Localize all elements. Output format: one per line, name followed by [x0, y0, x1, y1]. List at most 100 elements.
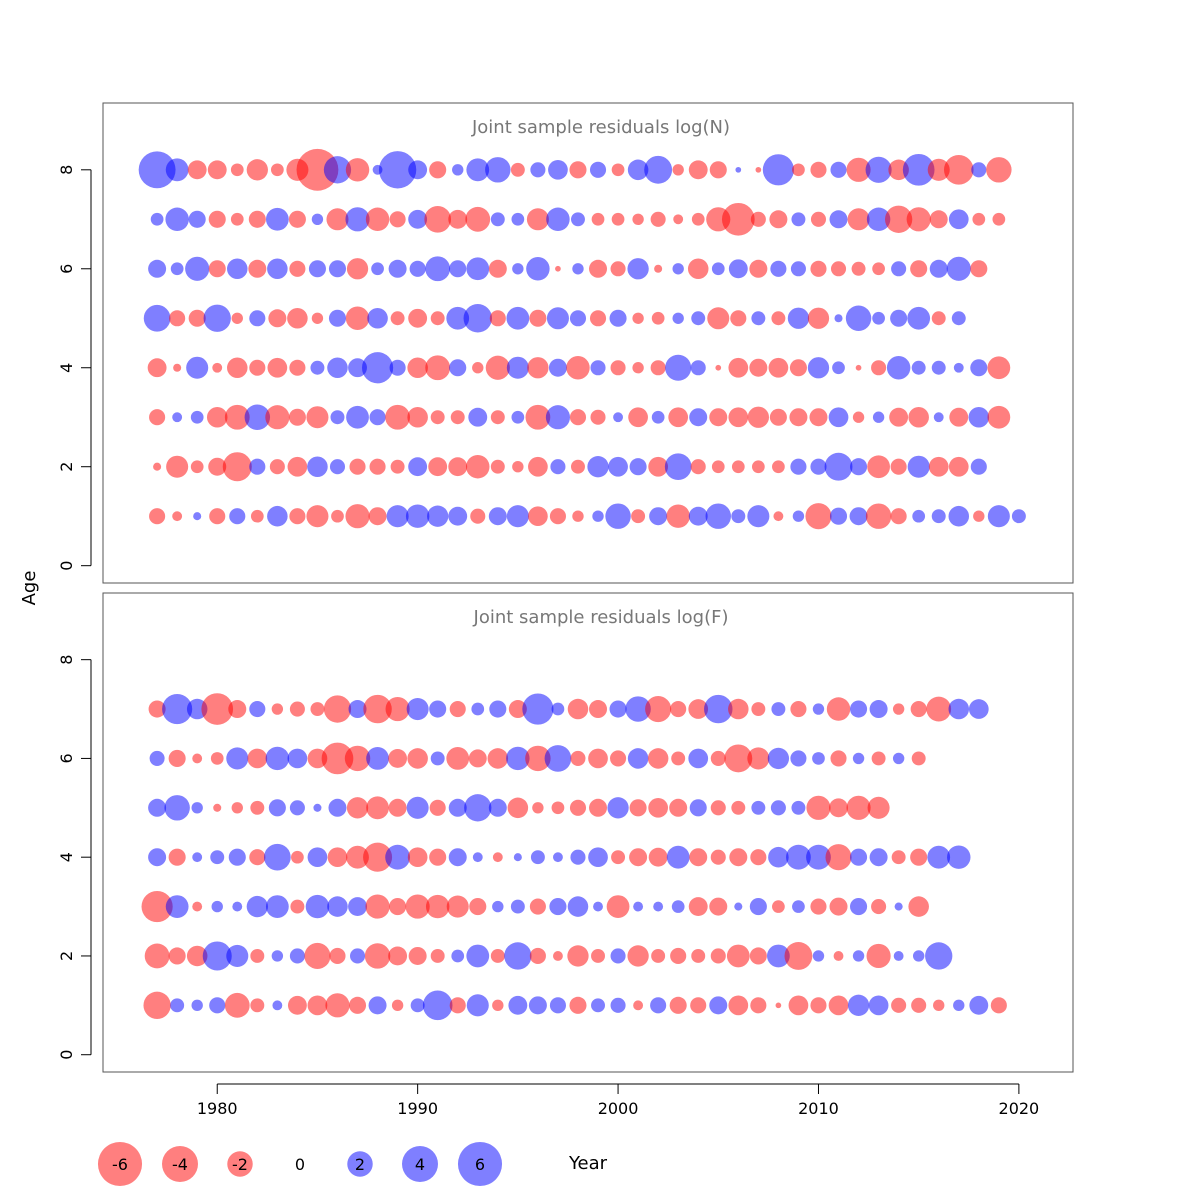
residual-bubble	[307, 995, 328, 1016]
residual-bubble	[246, 895, 268, 918]
residual-bubble	[321, 742, 354, 775]
residual-bubble	[485, 157, 511, 183]
residual-bubble	[465, 206, 491, 232]
residual-bubble	[792, 510, 805, 522]
residual-bubble	[308, 260, 326, 278]
residual-bubble	[755, 166, 762, 173]
residual-bubble	[323, 156, 352, 184]
residual-bubble	[512, 263, 524, 275]
residual-bubble	[522, 693, 554, 725]
residual-bubble	[548, 159, 568, 180]
residual-bubble	[287, 307, 308, 329]
residual-bubble	[164, 795, 190, 821]
residual-bubble	[606, 895, 630, 918]
residual-bubble	[926, 696, 952, 722]
residual-bubble	[549, 508, 566, 525]
residual-bubble	[349, 458, 366, 475]
residual-bubble	[249, 458, 266, 475]
residual-bubble	[506, 356, 529, 379]
residual-bubble	[449, 997, 466, 1014]
residual-bubble	[910, 848, 928, 866]
residual-bubble	[611, 212, 625, 226]
residual-bubble	[466, 158, 490, 182]
legend-bubble	[162, 1146, 198, 1182]
residual-bubble	[866, 207, 891, 232]
residual-bubble	[872, 262, 885, 276]
residual-bubble	[609, 700, 627, 718]
residual-bubble	[787, 307, 810, 329]
residual-bubble	[828, 407, 849, 428]
residual-bubble	[508, 700, 527, 719]
residual-bubble	[472, 362, 484, 374]
residual-bubble	[846, 795, 871, 820]
residual-bubble	[653, 901, 664, 912]
residual-bubble	[143, 991, 171, 1019]
y-tick-label: 0	[57, 1050, 76, 1060]
residual-bubble	[792, 900, 805, 913]
residual-bubble	[250, 800, 265, 815]
residual-bubble	[908, 406, 929, 428]
residual-bubble	[446, 747, 470, 770]
residual-bubble	[589, 310, 607, 327]
residual-bubble	[545, 405, 571, 430]
residual-bubble	[810, 458, 827, 475]
residual-bubble	[296, 148, 339, 191]
residual-bubble	[553, 951, 563, 961]
residual-bubble	[448, 209, 468, 229]
residual-bubble	[809, 408, 828, 427]
residual-bubble	[147, 358, 167, 378]
residual-bubble	[489, 310, 506, 327]
residual-bubble	[329, 459, 346, 475]
residual-bubble	[511, 212, 525, 226]
residual-bubble	[728, 698, 749, 720]
residual-bubble	[749, 898, 767, 916]
residual-bubble	[405, 894, 430, 919]
residual-bubble	[265, 405, 290, 430]
residual-bubble	[689, 408, 708, 427]
residual-bubble	[987, 505, 1010, 528]
residual-bubble	[948, 456, 969, 477]
bubbles-logF	[141, 693, 1007, 1021]
residual-bubble	[927, 845, 951, 869]
y-tick-label: 4	[57, 363, 76, 373]
residual-bubble	[927, 158, 950, 181]
residual-bubble	[149, 409, 166, 426]
residual-bubble	[648, 847, 668, 867]
plot-frame-logN	[102, 102, 1074, 584]
residual-bubble	[229, 508, 246, 525]
residual-bubble	[625, 696, 651, 722]
residual-bubble	[247, 748, 268, 769]
residual-bubble	[430, 311, 445, 326]
residual-bubble	[388, 798, 407, 817]
residual-bubble	[933, 999, 945, 1012]
residual-bubble	[572, 510, 584, 522]
residual-bubble	[365, 207, 390, 232]
residual-bubble	[610, 261, 626, 277]
residual-bubble	[824, 452, 853, 481]
residual-bubble	[193, 512, 202, 521]
residual-bubble	[810, 997, 827, 1014]
residual-bubble	[772, 900, 785, 913]
residual-bubble	[386, 505, 409, 528]
panel-logN: Joint sample residuals log(N) 0 2 4 6 8	[57, 102, 1074, 584]
residual-bubble	[572, 263, 584, 275]
residual-bubble	[389, 359, 406, 376]
residual-bubble	[768, 846, 789, 868]
residual-bubble	[588, 748, 608, 769]
residual-bubble	[269, 459, 285, 475]
residual-bubble	[890, 508, 907, 525]
residual-bubble	[912, 509, 926, 523]
residual-bubble	[192, 852, 203, 863]
residual-bubble	[487, 748, 509, 769]
residual-bubble	[651, 948, 666, 963]
residual-bubble	[751, 460, 765, 474]
y-tick-label: 6	[57, 753, 76, 763]
residual-bubble	[892, 703, 905, 715]
residual-bubble	[711, 262, 725, 276]
residual-bubble	[429, 799, 446, 816]
residual-bubble	[289, 800, 305, 816]
residual-bubble	[872, 311, 885, 325]
residual-bubble	[784, 942, 813, 970]
residual-bubble	[806, 795, 831, 820]
residual-bubble	[149, 508, 166, 525]
